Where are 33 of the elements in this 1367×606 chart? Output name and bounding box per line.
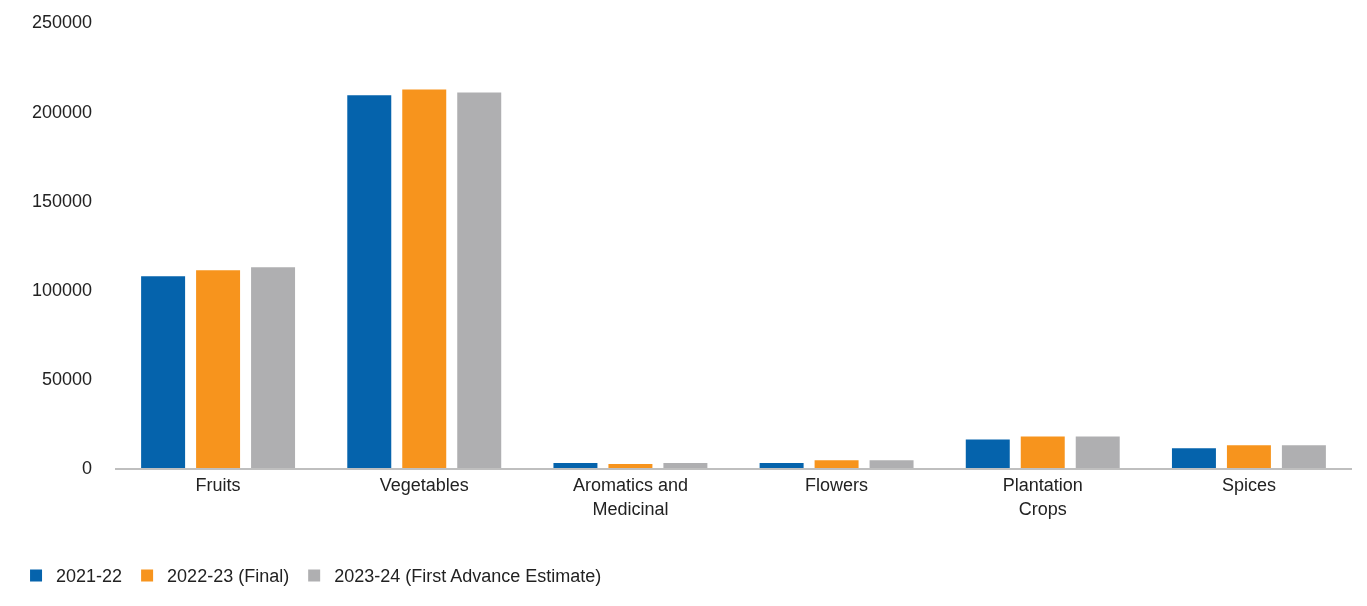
x-tick-label: Vegetables <box>379 475 469 496</box>
y-tick-label: 150000 <box>31 190 92 211</box>
x-tick-label: Flowers <box>805 475 869 496</box>
x-tick-label: Spices <box>1221 475 1276 496</box>
y-tick-label: 0 <box>81 458 92 479</box>
y-tick-label: 100000 <box>31 279 92 300</box>
bar <box>1226 445 1271 468</box>
bar <box>663 463 708 468</box>
bar <box>402 89 447 468</box>
y-tick-label: 250000 <box>31 12 92 33</box>
bar <box>965 439 1010 468</box>
bar <box>759 463 804 468</box>
bar <box>457 92 502 468</box>
y-tick-label: 50000 <box>41 369 92 390</box>
bar <box>608 464 653 468</box>
bar <box>814 460 859 468</box>
bar <box>553 463 598 468</box>
legend-label: 2022-23 (Final) <box>167 566 290 587</box>
bar <box>141 276 186 468</box>
bar <box>251 267 296 468</box>
bar <box>1281 445 1326 468</box>
bar <box>347 95 392 468</box>
x-tick-label: Aromatics and Medicinal <box>572 475 688 519</box>
bar <box>196 270 241 468</box>
x-tick-label: Fruits <box>195 475 241 496</box>
legend-label: 2021-22 <box>56 566 123 587</box>
x-tick-label: Plantation Crops <box>1002 475 1083 519</box>
y-tick-label: 200000 <box>31 101 92 122</box>
legend-label: 2023-24 (First Advance Estimate) <box>334 566 602 587</box>
bar <box>869 460 914 468</box>
bar <box>1171 448 1216 468</box>
bar <box>1020 436 1065 468</box>
bar <box>1075 436 1120 468</box>
